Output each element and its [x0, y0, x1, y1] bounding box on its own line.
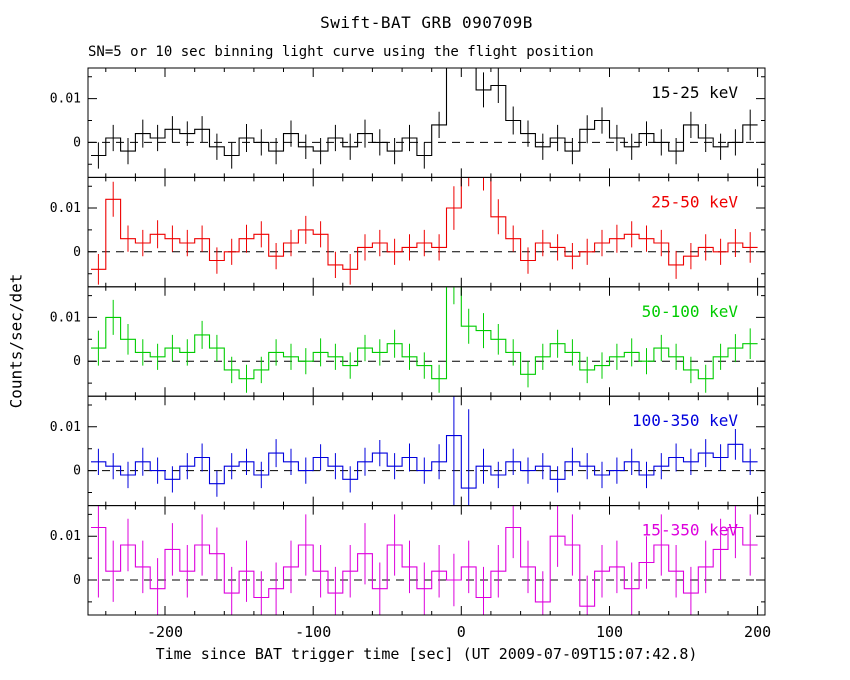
- y-tick-label: 0: [73, 573, 81, 588]
- panel-100-350-keV: 0 0.01 100-350 keV: [50, 395, 766, 507]
- x-tick-label: -200: [147, 623, 183, 641]
- y-tick-label: 0.01: [50, 529, 81, 544]
- y-tick-label: 0.01: [50, 420, 81, 435]
- error-bars: [97, 177, 751, 285]
- y-tick-label: 0: [73, 464, 81, 479]
- x-tick-label: 0: [457, 623, 466, 641]
- tick-marks: [88, 286, 765, 397]
- error-bars: [97, 68, 751, 169]
- energy-band-label: 50-100 keV: [642, 302, 739, 321]
- energy-band-label: 15-25 keV: [651, 83, 738, 102]
- panel-25-50-keV: 0 0.01 25-50 keV: [50, 176, 766, 288]
- panel-frame: [87, 505, 766, 616]
- x-tick-label: 100: [596, 623, 623, 641]
- panel-50-100-keV: 0 0.01 50-100 keV: [50, 286, 766, 397]
- page-title: Swift-BAT GRB 090709B: [320, 13, 533, 32]
- y-tick-label: 0: [73, 354, 81, 369]
- error-bars: [97, 286, 751, 393]
- panel-15-350-keV: 0 0.01 15-350 keV: [50, 505, 766, 616]
- x-axis-label: Time since BAT trigger time [sec] (UT 20…: [155, 645, 698, 663]
- y-tick-label: 0: [73, 245, 81, 260]
- y-tick-label: 0.01: [50, 201, 81, 216]
- panel-15-25-keV: 0 0.01 15-25 keV: [50, 67, 766, 178]
- x-tick-label: 200: [744, 623, 771, 641]
- y-axis-label: Counts/sec/det: [6, 273, 26, 409]
- error-bars: [97, 396, 751, 506]
- energy-band-label: 100-350 keV: [632, 411, 738, 430]
- tick-marks: [88, 68, 765, 178]
- chart-subtitle: SN=5 or 10 sec binning light curve using…: [88, 44, 594, 60]
- energy-band-label: 15-350 keV: [642, 521, 739, 540]
- y-tick-label: 0.01: [50, 92, 81, 107]
- energy-band-label: 25-50 keV: [651, 192, 738, 211]
- tick-marks: [88, 396, 765, 506]
- error-bars: [97, 505, 751, 616]
- tick-marks: [88, 177, 765, 287]
- x-tick-label: -100: [295, 623, 331, 641]
- y-tick-label: 0: [73, 135, 81, 150]
- y-tick-label: 0.01: [50, 310, 81, 325]
- tick-marks: [88, 505, 765, 615]
